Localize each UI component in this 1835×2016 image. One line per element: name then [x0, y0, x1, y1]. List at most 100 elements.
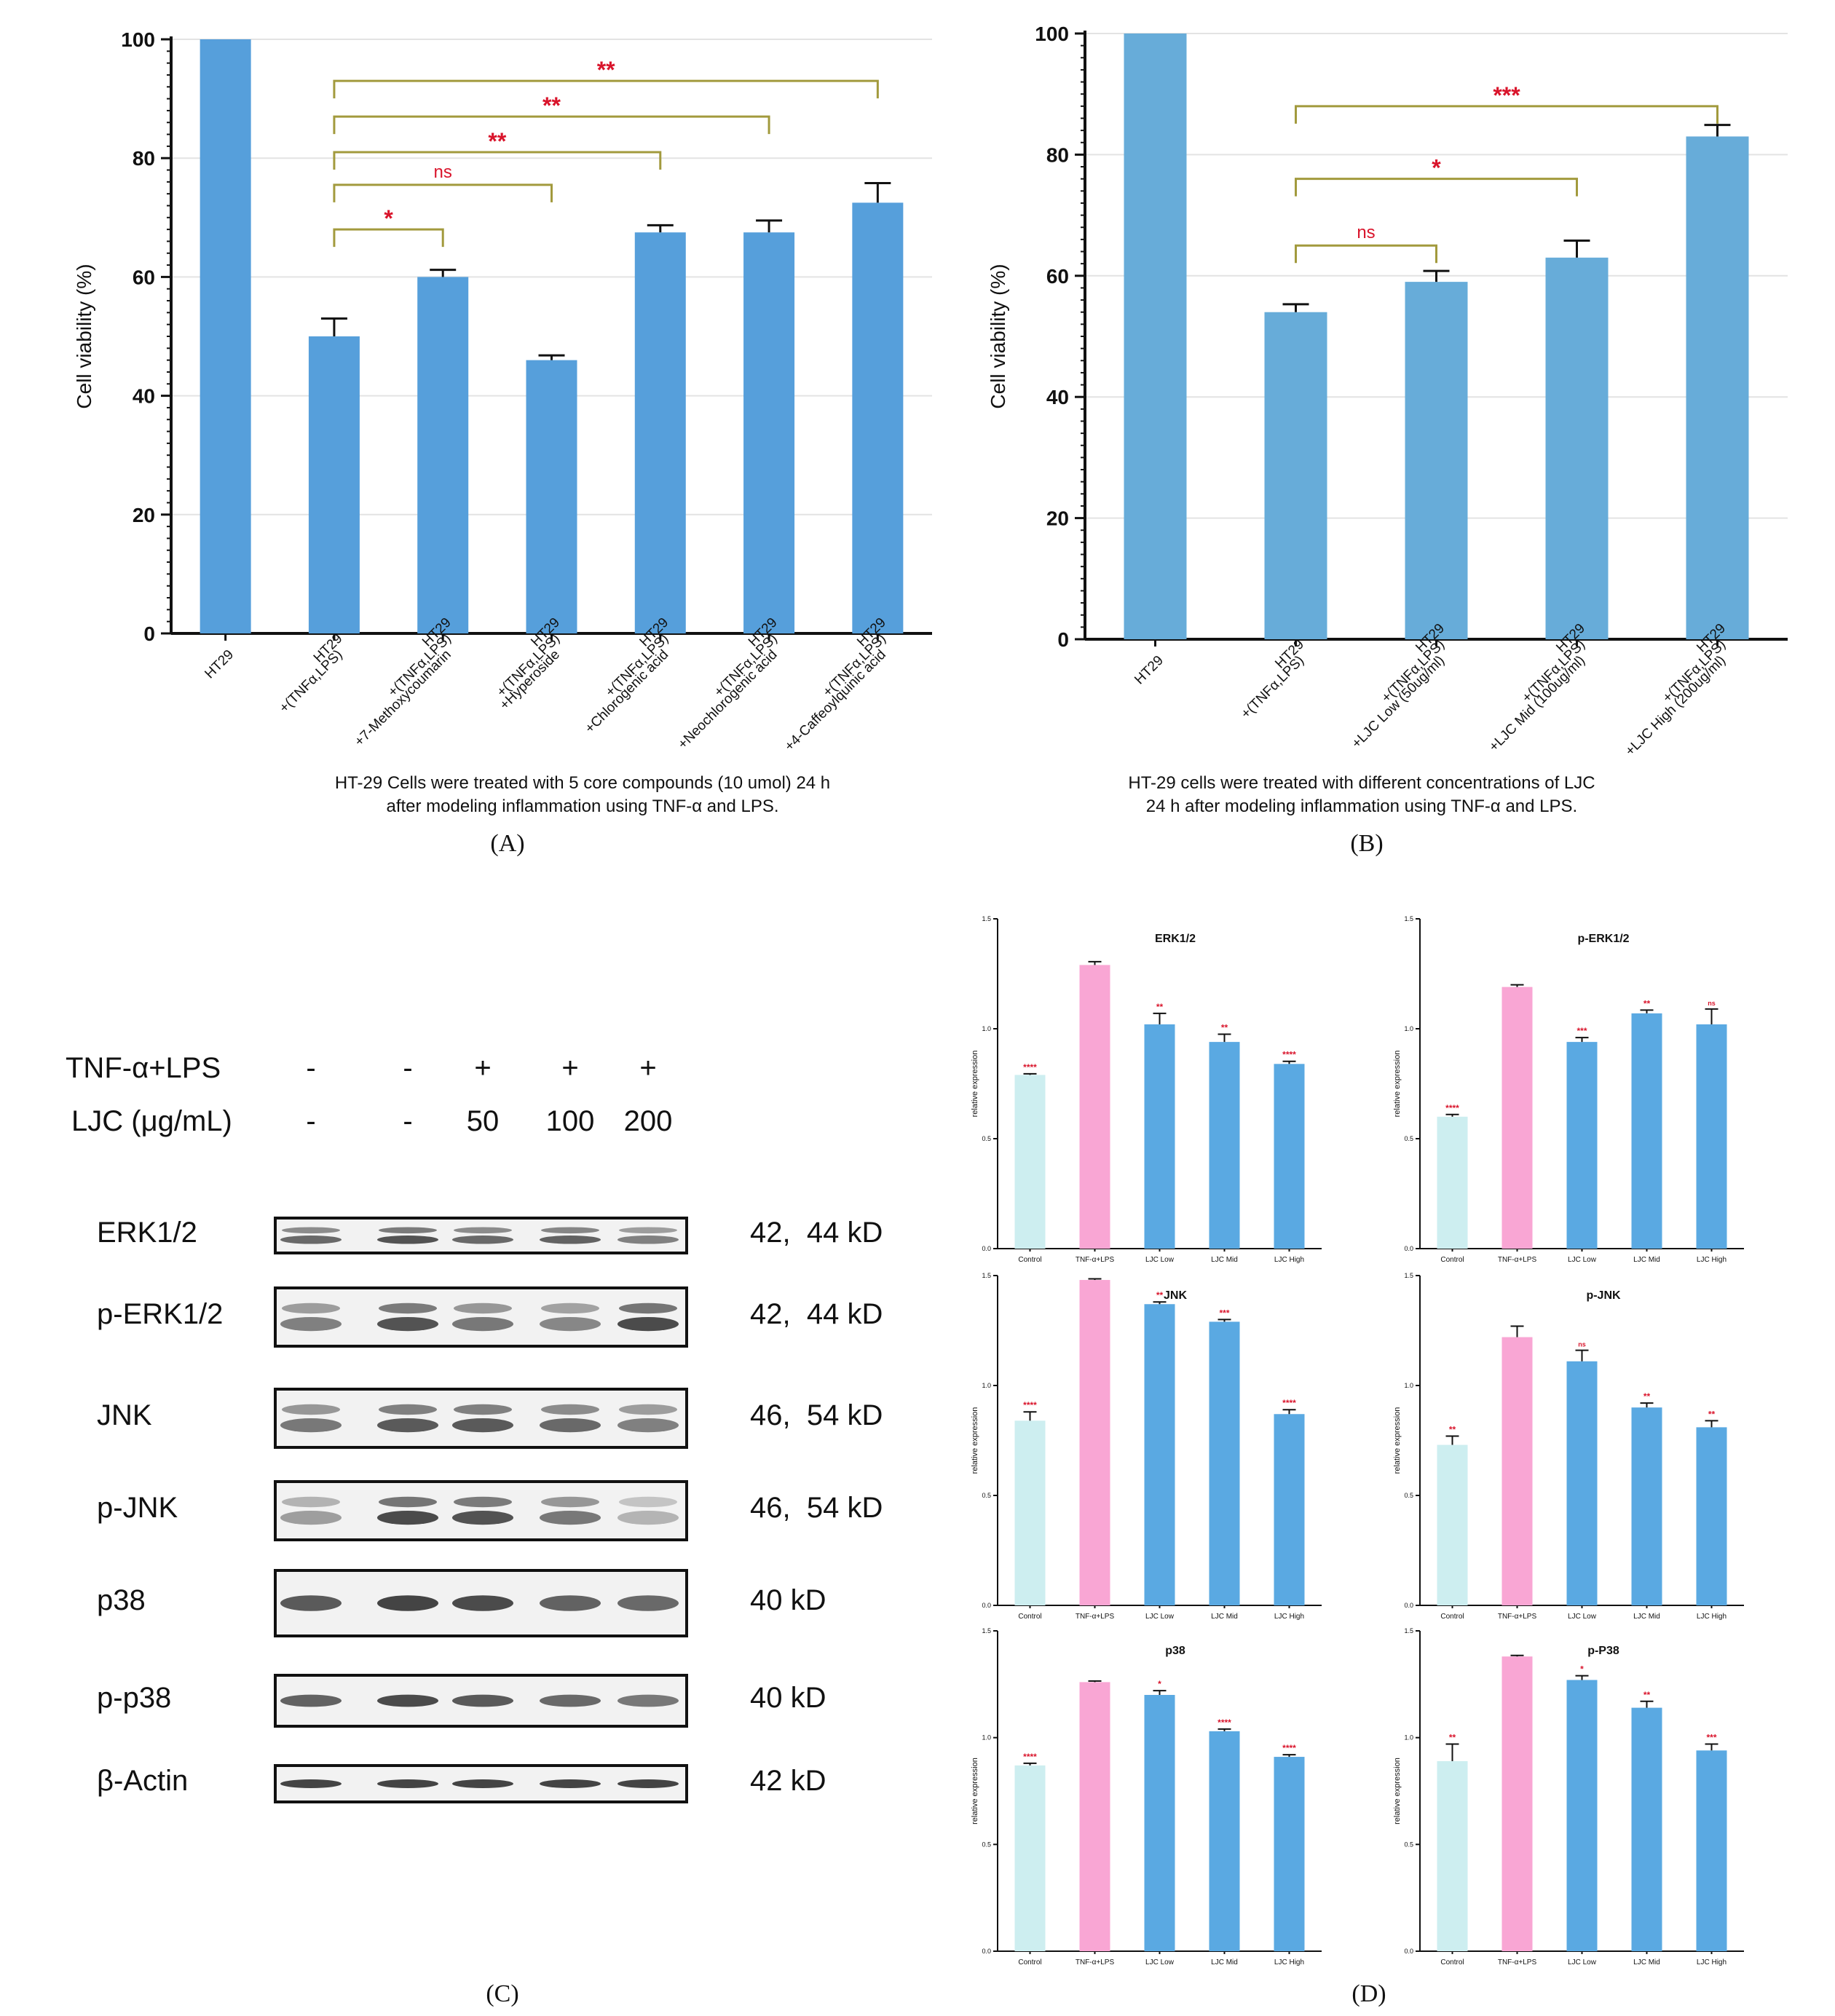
blot-band	[379, 1227, 437, 1234]
x-tick-label-line: HT29	[202, 647, 237, 682]
blot-band	[619, 1404, 677, 1415]
y-axis-label: relative expression	[1393, 1407, 1402, 1474]
significance-label: *	[1580, 1664, 1584, 1675]
wb-treatment-value: +	[474, 1052, 492, 1084]
bar	[1209, 1042, 1240, 1249]
y-tick-label: 40	[1046, 386, 1069, 408]
bar	[200, 39, 251, 633]
significance-label: ****	[1282, 1743, 1296, 1753]
y-axis-label: relative expression	[971, 1051, 979, 1118]
wb-treatment-value: 200	[623, 1105, 673, 1137]
wb-treatment-value: -	[306, 1105, 316, 1137]
y-tick-label: 0.0	[1404, 1602, 1413, 1609]
wb-protein-name: β-Actin	[97, 1765, 189, 1797]
y-tick-label: 1.5	[982, 915, 991, 922]
wb-protein-name: ERK1/2	[97, 1217, 197, 1249]
blot-band	[377, 1236, 438, 1244]
blot-band	[282, 1496, 340, 1508]
y-tick-label: 1.5	[1404, 915, 1413, 922]
blot-band	[452, 1317, 513, 1332]
chart-title: JNK	[1164, 1289, 1187, 1302]
blot-band	[379, 1303, 437, 1314]
significance-label: **	[1643, 1391, 1651, 1402]
bar	[1014, 1765, 1046, 1951]
bar	[1144, 1695, 1175, 1951]
blot-band	[377, 1779, 438, 1788]
blot-band	[452, 1418, 513, 1433]
panel-c-label: (C)	[486, 1980, 519, 2007]
x-tick-label: LJC Low	[1568, 1613, 1597, 1621]
blot-band	[540, 1317, 601, 1332]
blot-band	[617, 1595, 679, 1611]
bar	[1501, 987, 1533, 1249]
significance-label: **	[1643, 1690, 1651, 1700]
significance-bracket	[333, 183, 553, 202]
x-tick-label: LJC Mid	[1211, 1613, 1238, 1621]
y-axis-label: relative expression	[971, 1758, 979, 1825]
wb-protein-name: JNK	[97, 1399, 152, 1431]
significance-bracket	[333, 228, 444, 248]
x-tick-label: LJC Mid	[1211, 1256, 1238, 1264]
significance-bracket	[1295, 244, 1437, 264]
blot-band	[282, 1227, 340, 1234]
significance-label: **	[597, 57, 615, 83]
bar	[1696, 1427, 1727, 1605]
significance-label: ns	[1357, 223, 1375, 242]
y-tick-label: 0	[143, 622, 155, 645]
significance-label: ***	[1493, 82, 1520, 108]
y-tick-label: 0.0	[982, 1602, 991, 1609]
chart-B: 0 20 40 60 80 100 Cell viability (%) HT29 HT29+(…	[987, 23, 1788, 759]
chart-title: p-P38	[1587, 1645, 1619, 1657]
x-tick-label: LJC Low	[1145, 1256, 1175, 1264]
y-tick-label: 0.0	[1404, 1948, 1413, 1955]
y-tick-label: 0.0	[982, 1948, 991, 1955]
panel-a-caption: HT-29 Cells were treated with 5 core com…	[218, 772, 947, 818]
significance-label: **	[1156, 1002, 1164, 1012]
blot-band	[617, 1236, 679, 1244]
panel-a-label: (A)	[490, 830, 525, 857]
y-axis-label: relative expression	[1393, 1758, 1402, 1825]
panel-a-caption-line-1: HT-29 Cells were treated with 5 core com…	[334, 773, 831, 793]
blot-band	[377, 1511, 438, 1525]
y-tick-label: 0.5	[1404, 1492, 1413, 1499]
x-tick-label: LJC Low	[1145, 1958, 1175, 1966]
significance-label: ****	[1445, 1103, 1459, 1113]
y-axis-label: relative expression	[971, 1407, 979, 1474]
wb-molecular-weight: 42, 44 kD	[750, 1298, 883, 1330]
bar	[1274, 1414, 1305, 1605]
blot-band	[617, 1317, 679, 1332]
chart-title: p-JNK	[1586, 1289, 1621, 1302]
panel-b-caption-line-2: 24 h after modeling inflammation using T…	[1145, 796, 1578, 816]
bar	[1209, 1731, 1240, 1951]
bar	[852, 202, 904, 633]
x-tick-label: HT29+(TNFα,LPS)+LJC Mid (100ug/ml)	[1486, 621, 1588, 755]
wb-treatment-value: -	[403, 1052, 413, 1084]
chart-D5: 0.0 0.5 1.0 1.5 relative expression p38 Contro…	[971, 1627, 1322, 1966]
y-axis-label: Cell viability (%)	[987, 264, 1009, 408]
blot-band	[452, 1236, 513, 1244]
y-tick-label: 100	[1035, 23, 1069, 45]
blot-band	[540, 1418, 601, 1433]
x-tick-label-line: +7-Methoxycoumarin	[352, 647, 454, 750]
blot-frame	[274, 1217, 688, 1254]
blot-band	[377, 1694, 438, 1707]
bar	[417, 277, 469, 633]
y-tick-label: 0.0	[982, 1245, 991, 1252]
significance-bracket	[1295, 178, 1578, 197]
panel-b-label: (B)	[1350, 830, 1384, 857]
bar	[1079, 1280, 1110, 1605]
blot-band	[379, 1496, 437, 1508]
bar	[1686, 136, 1749, 639]
blot-band	[377, 1418, 438, 1433]
blot-frame	[274, 1480, 688, 1541]
x-tick-label: Control	[1018, 1613, 1041, 1621]
blot-band	[280, 1317, 342, 1332]
x-tick-label: TNF-α+LPS	[1076, 1613, 1115, 1621]
blot-band	[541, 1404, 599, 1415]
y-tick-label: 1.5	[1404, 1272, 1413, 1279]
bar	[1631, 1407, 1662, 1605]
bar	[1144, 1304, 1175, 1605]
wb-treatment-value: -	[306, 1052, 316, 1084]
bar	[1209, 1321, 1240, 1605]
x-tick-label-line: +4-Caffeoylquinic acid	[782, 647, 889, 754]
